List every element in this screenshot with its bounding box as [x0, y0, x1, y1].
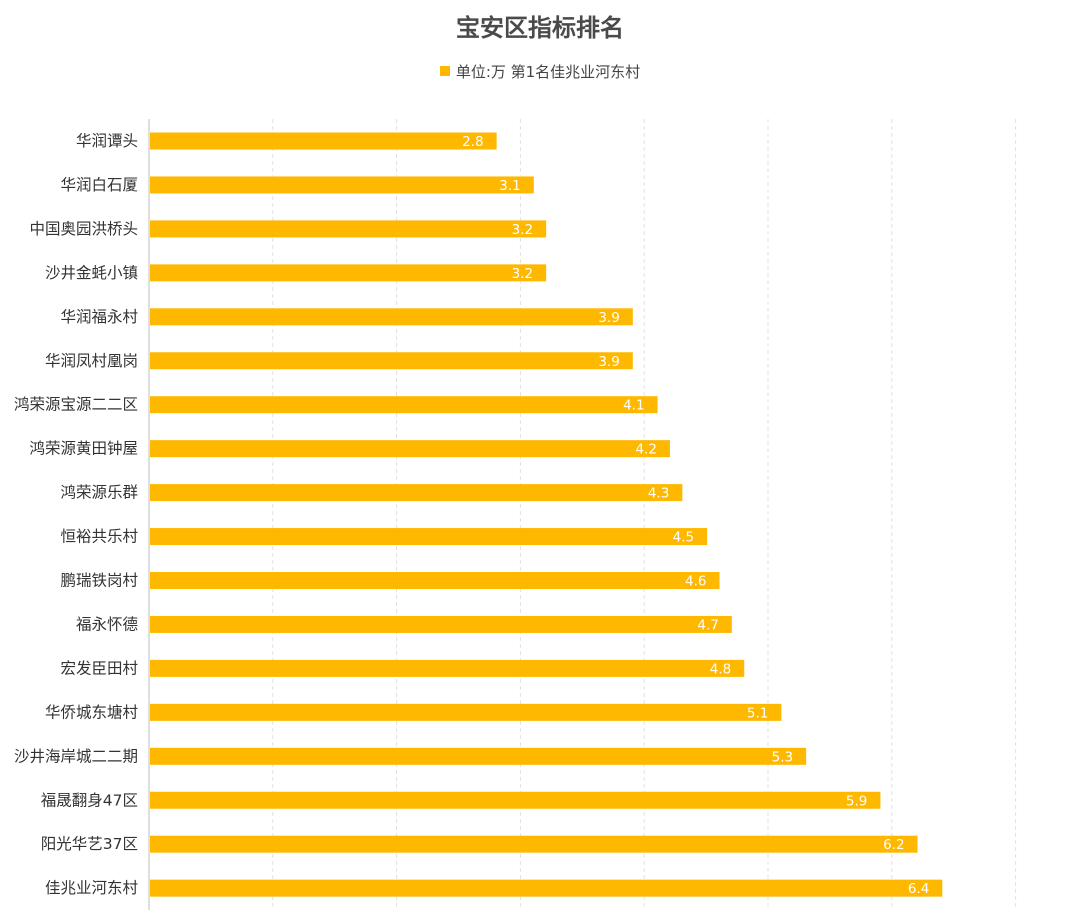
- gridlines: [148, 119, 1017, 910]
- value-label: 4.5: [673, 530, 694, 546]
- bar: [150, 703, 782, 721]
- bar: [150, 659, 745, 677]
- category-label: 鹏瑞铁岗村: [60, 572, 138, 590]
- category-label: 佳兆业河东村: [45, 879, 138, 897]
- bar: [150, 484, 683, 502]
- category-label: 沙井海岸城二二期: [14, 747, 138, 765]
- category-label: 华润白石厦: [60, 176, 138, 194]
- value-label: 4.2: [635, 442, 656, 458]
- value-label: 3.9: [598, 354, 619, 370]
- category-label: 福晟翻身47区: [41, 791, 138, 809]
- bar: [150, 879, 943, 897]
- value-label: 6.4: [908, 881, 929, 897]
- value-label: 5.3: [772, 749, 793, 765]
- category-label: 鸿荣源乐群: [60, 484, 138, 502]
- bar: [150, 835, 918, 853]
- category-label: 沙井金蚝小镇: [45, 264, 138, 282]
- category-label: 华润凤村凰岗: [45, 352, 138, 370]
- category-label: 恒裕共乐村: [60, 528, 138, 546]
- category-label: 鸿荣源黄田钟屋: [29, 440, 138, 458]
- value-label: 3.2: [512, 222, 533, 238]
- bar: [150, 308, 633, 326]
- bar: [150, 176, 534, 194]
- legend-swatch: [439, 65, 450, 76]
- value-label: 5.9: [846, 793, 867, 809]
- value-label: 6.2: [883, 837, 904, 853]
- bar: [150, 440, 670, 458]
- category-label: 华润谭头: [76, 132, 138, 150]
- bar: [150, 747, 807, 765]
- bar: [150, 528, 708, 546]
- category-label: 鸿荣源宝源二二区: [14, 396, 138, 414]
- category-label: 中国奥园洪桥头: [29, 220, 138, 238]
- legend-label: 单位:万 第1名佳兆业河东村: [455, 63, 641, 81]
- bar: [150, 396, 658, 414]
- category-label: 宏发臣田村: [60, 659, 138, 677]
- category-label: 华侨城东塘村: [45, 703, 138, 721]
- bar: [150, 615, 732, 633]
- value-label: 5.1: [747, 705, 768, 721]
- bar: [150, 220, 547, 238]
- legend: 单位:万 第1名佳兆业河东村: [0, 61, 1080, 82]
- category-label: 华润福永村: [60, 308, 138, 326]
- bar: [150, 132, 497, 150]
- value-label: 4.8: [710, 661, 731, 677]
- value-label: 3.2: [512, 266, 533, 282]
- value-label: 4.7: [697, 617, 718, 633]
- value-label: 3.1: [499, 178, 520, 194]
- bar: [150, 352, 633, 370]
- value-label: 4.6: [685, 574, 706, 590]
- value-label: 4.1: [623, 398, 644, 414]
- chart-title: 宝安区指标排名: [456, 14, 624, 42]
- value-label: 3.9: [598, 310, 619, 326]
- value-labels: 2.8 3.1 3.2 3.2 3.9 3.9 4.1 4.2 4.3 4.5 4.6 4.7 4.8 5…: [462, 134, 929, 897]
- bar: [150, 264, 547, 282]
- bar: [150, 572, 720, 589]
- bars: [150, 132, 943, 897]
- value-label: 4.3: [648, 486, 669, 502]
- value-label: 2.8: [462, 134, 483, 150]
- category-label: 阳光华艺37区: [41, 835, 138, 853]
- bar: [150, 791, 881, 809]
- category-labels: 华润谭头华润白石厦中国奥园洪桥头沙井金蚝小镇华润福永村华润凤村凰岗鸿荣源宝源二二…: [14, 132, 138, 897]
- category-label: 福永怀德: [76, 615, 138, 633]
